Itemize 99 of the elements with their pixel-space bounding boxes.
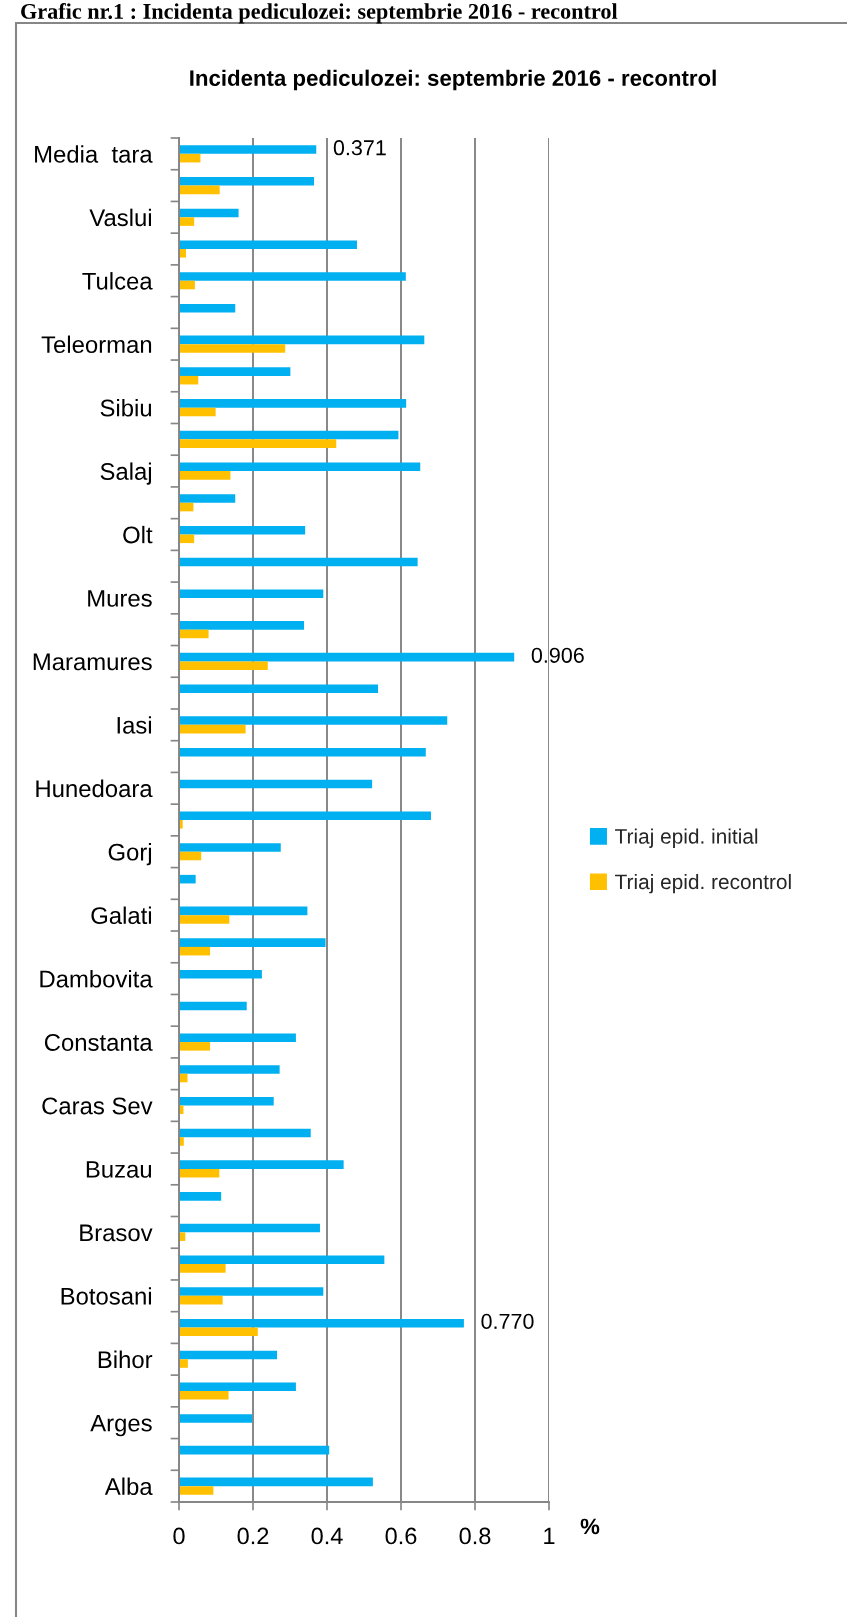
y-tick-label: Olt bbox=[123, 525, 153, 544]
bar bbox=[179, 439, 337, 448]
bar bbox=[179, 430, 399, 440]
bar bbox=[179, 145, 317, 154]
bar bbox=[179, 1287, 324, 1296]
bar bbox=[179, 217, 195, 226]
chart-title: Grafic nr.1 : Incidenta pediculozei: septembrie 2016 - recontrol bbox=[21, 3, 618, 24]
bar bbox=[179, 652, 515, 662]
y-tick-label: Galati bbox=[91, 906, 152, 925]
legend-label: Triaj epid. initial bbox=[615, 828, 758, 848]
bar bbox=[179, 1001, 247, 1011]
x-tick-label: 0 bbox=[173, 1527, 185, 1545]
bar bbox=[179, 177, 315, 186]
x-tick-label: 0.4 bbox=[311, 1527, 343, 1545]
bar bbox=[179, 1382, 296, 1391]
bar bbox=[179, 335, 425, 345]
y-tick-label: Constanta bbox=[44, 1034, 153, 1051]
bar bbox=[179, 1033, 296, 1043]
x-tick-label: 1 bbox=[544, 1527, 555, 1545]
bar bbox=[179, 407, 216, 417]
bar bbox=[179, 629, 209, 639]
bar bbox=[179, 661, 268, 670]
bar bbox=[179, 1445, 330, 1455]
bar bbox=[179, 1318, 464, 1328]
y-tick-label: Brasov bbox=[80, 1224, 153, 1242]
data-label: 0.770 bbox=[481, 1313, 534, 1330]
x-tick-label: 0.2 bbox=[237, 1527, 269, 1545]
bar bbox=[179, 240, 357, 250]
bar bbox=[179, 208, 239, 218]
legend-label: Triaj epid. recontrol bbox=[615, 873, 791, 894]
bar bbox=[179, 249, 187, 258]
bar bbox=[179, 185, 220, 195]
y-tick-label: Salaj bbox=[100, 462, 151, 485]
y-tick-label: Bihor bbox=[98, 1350, 153, 1369]
data-label: 0.906 bbox=[531, 647, 584, 663]
bar bbox=[179, 946, 211, 956]
bar bbox=[179, 811, 431, 820]
data-label: 0.371 bbox=[333, 140, 386, 156]
bar bbox=[179, 747, 426, 757]
y-tick-label: Tulcea bbox=[82, 272, 153, 290]
bar bbox=[179, 1128, 311, 1138]
bar bbox=[179, 367, 291, 376]
bar bbox=[179, 344, 286, 353]
y-tick-label: Hunedoara bbox=[36, 779, 153, 798]
x-tick-label: 0.8 bbox=[459, 1527, 491, 1545]
bar bbox=[179, 1350, 278, 1360]
bar bbox=[179, 1295, 223, 1305]
bar bbox=[179, 874, 196, 884]
x-tick-label: 0.6 bbox=[385, 1527, 417, 1545]
bar bbox=[179, 525, 306, 535]
bar bbox=[179, 779, 373, 789]
chart-subtitle: Incidenta pediculozei: septembrie 2016 - recontrol bbox=[190, 69, 716, 91]
bar bbox=[179, 557, 418, 567]
bar bbox=[179, 462, 421, 472]
y-tick-label: Botosani bbox=[61, 1287, 152, 1305]
y-tick-label: Iasi bbox=[117, 716, 151, 734]
y-tick-label: Buzau bbox=[86, 1161, 152, 1178]
bar bbox=[179, 1414, 253, 1423]
y-tick-label: Teleorman bbox=[41, 335, 152, 354]
y-tick-label: Dambovita bbox=[40, 969, 153, 988]
bar bbox=[179, 621, 305, 630]
y-tick-label: Vaslui bbox=[89, 208, 151, 227]
bar bbox=[179, 1486, 214, 1495]
bar bbox=[179, 843, 281, 852]
y-tick-label: Arges bbox=[90, 1414, 152, 1437]
bar bbox=[179, 915, 230, 924]
bar bbox=[179, 1477, 373, 1487]
y-tick-label: Maramures bbox=[33, 653, 152, 671]
bar bbox=[179, 1264, 226, 1273]
bar bbox=[179, 970, 262, 979]
bar bbox=[179, 272, 406, 281]
bar bbox=[179, 1096, 274, 1106]
bar bbox=[179, 399, 407, 408]
bar bbox=[179, 303, 236, 313]
bar bbox=[179, 1359, 188, 1368]
y-tick-label: Alba bbox=[104, 1477, 153, 1496]
bar bbox=[179, 1192, 222, 1201]
y-tick-label: Sibiu bbox=[100, 398, 152, 417]
bar bbox=[179, 724, 246, 734]
y-tick-label: Gorj bbox=[108, 843, 152, 866]
y-tick-label: Caras Sev bbox=[42, 1097, 153, 1115]
bar bbox=[179, 1390, 229, 1400]
y-tick-label: Mures bbox=[88, 590, 152, 607]
bar bbox=[179, 1042, 211, 1051]
bar bbox=[179, 938, 326, 947]
bar bbox=[179, 1223, 320, 1233]
bar bbox=[179, 1160, 344, 1169]
y-tick-label: Media tara bbox=[35, 145, 153, 163]
bar bbox=[179, 716, 448, 725]
bar bbox=[179, 1168, 220, 1178]
bar bbox=[179, 589, 324, 598]
bar bbox=[179, 1255, 385, 1265]
bar bbox=[179, 1065, 280, 1074]
x-axis-title: % bbox=[580, 1518, 600, 1535]
bar bbox=[179, 906, 308, 916]
bar bbox=[179, 1327, 258, 1337]
bar bbox=[179, 684, 379, 694]
bar bbox=[179, 471, 231, 480]
bar bbox=[179, 494, 236, 503]
